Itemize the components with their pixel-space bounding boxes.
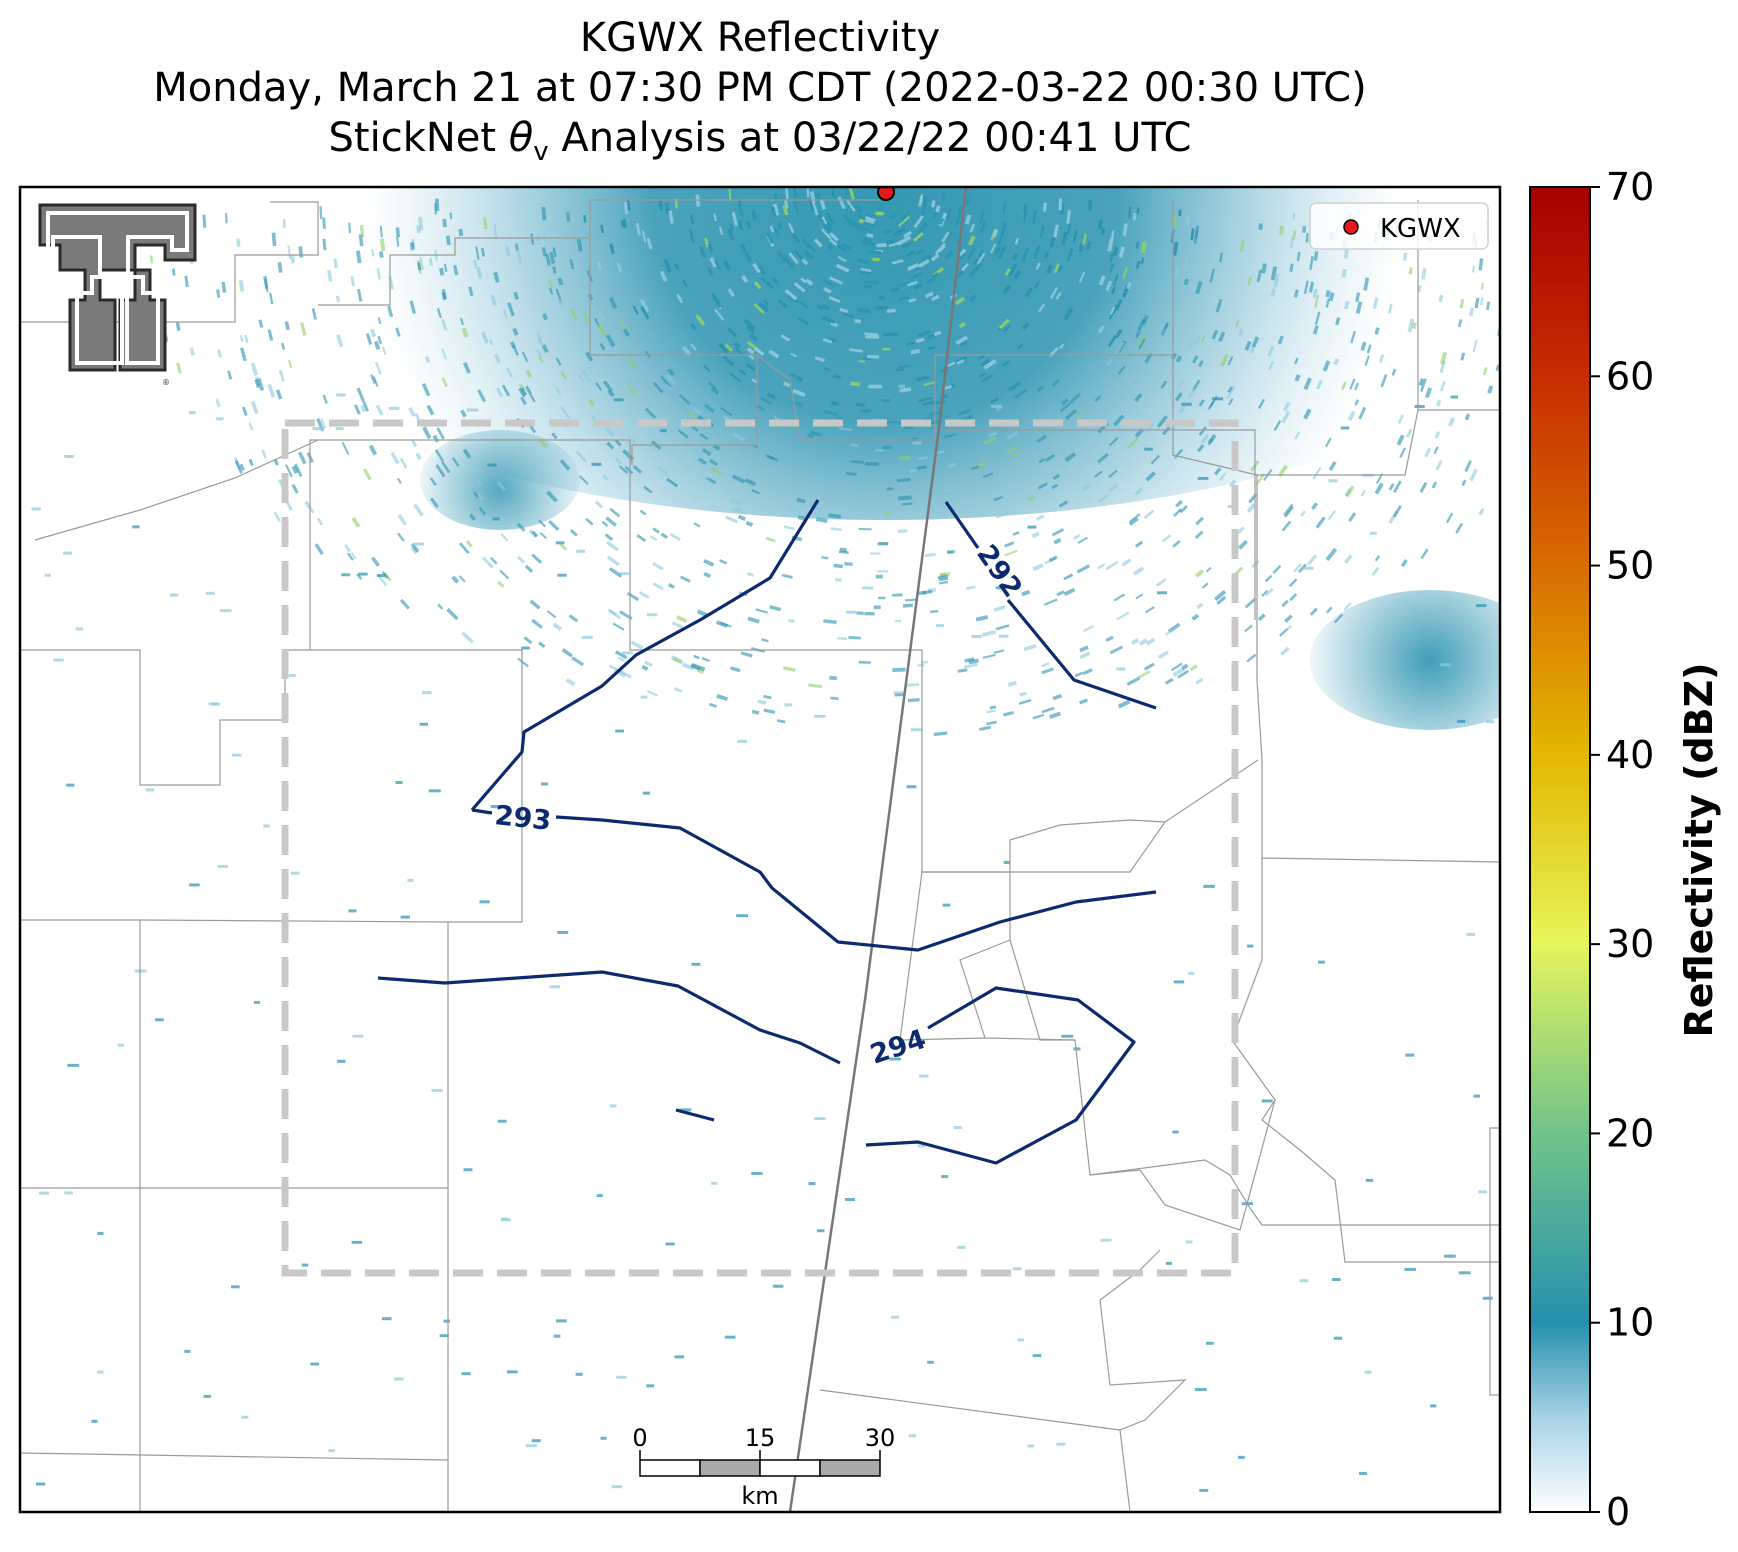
colorbar-tick-label: 60 <box>1606 354 1654 398</box>
title-prefix: StickNet <box>328 115 509 161</box>
colorbar-ticks: 0 10 20 30 40 50 60 70 <box>1590 165 1654 1534</box>
chart-title-line-2: Monday, March 21 at 07:30 PM CDT (2022-0… <box>153 65 1367 111</box>
scale-unit: km <box>741 1482 778 1510</box>
theta-subscript: v <box>533 137 549 167</box>
colorbar-tick-label: 0 <box>1606 1490 1630 1534</box>
colorbar-tick-label: 50 <box>1606 544 1654 588</box>
contour-294-fragment <box>675 1108 715 1122</box>
legend-marker <box>1343 219 1359 235</box>
scale-tick-30: 30 <box>865 1424 896 1452</box>
analysis-domain-box <box>281 419 1239 1277</box>
contour-292-right-lower <box>1006 598 1157 710</box>
chart-title-line-3: StickNet θv Analysis at 03/22/22 00:41 U… <box>0 114 1520 176</box>
contour-293-right <box>555 815 1157 952</box>
texas-tech-logo-icon: ® <box>38 203 197 387</box>
colorbar-tick-label: 70 <box>1606 165 1654 209</box>
contour-294-right <box>865 986 1136 1165</box>
contour-292-right <box>944 501 980 549</box>
colorbar-tick-label: 40 <box>1606 733 1654 777</box>
colorbar-tick-label: 30 <box>1606 922 1654 966</box>
colorbar-gradient <box>1529 186 1591 1513</box>
scale-tick-0: 0 <box>632 1424 647 1452</box>
contour-294-left <box>377 970 841 1065</box>
theta-symbol: θ <box>508 115 534 161</box>
scale-tick-15: 15 <box>745 1424 776 1452</box>
map-frame <box>18 185 1502 1514</box>
colorbar-tick-label: 10 <box>1606 1301 1654 1345</box>
colorbar-tick-label: 20 <box>1606 1111 1654 1155</box>
scale-bar: 0 15 30 km <box>632 1424 895 1510</box>
contour-293 <box>471 808 493 815</box>
contour-label-293: 293 <box>493 800 552 837</box>
colorbar-label: Reflectivity (dBZ) <box>1677 662 1721 1037</box>
radar-site-marker <box>877 187 895 201</box>
title-suffix: Analysis at 03/22/22 00:41 UTC <box>548 115 1192 161</box>
legend-label: KGWX <box>1380 214 1461 244</box>
contour-292-left <box>470 499 820 812</box>
chart-title-line-1: KGWX Reflectivity <box>579 15 941 61</box>
theta-v-contours <box>377 499 1157 1165</box>
svg-text:®: ® <box>162 378 170 387</box>
highway-line <box>788 187 968 1512</box>
legend: KGWX <box>1309 202 1489 250</box>
